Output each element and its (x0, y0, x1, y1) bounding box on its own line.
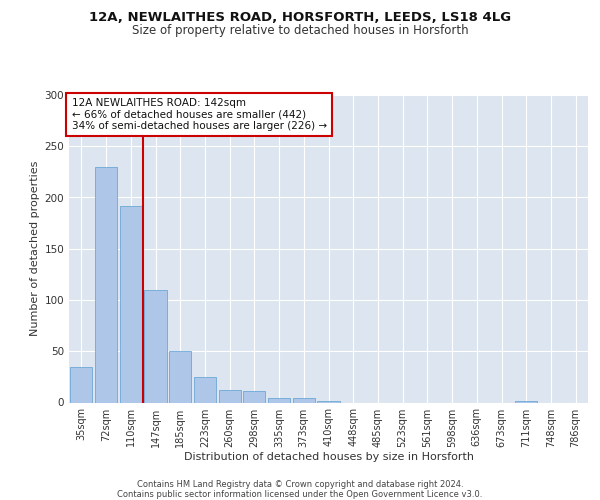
Bar (293, 398, 315, 402)
Text: 12A NEWLAITHES ROAD: 142sqm
← 66% of detached houses are smaller (442)
34% of se: 12A NEWLAITHES ROAD: 142sqm ← 66% of det… (71, 98, 327, 132)
Bar (218, 390, 241, 402)
Text: 12A, NEWLAITHES ROAD, HORSFORTH, LEEDS, LS18 4LG: 12A, NEWLAITHES ROAD, HORSFORTH, LEEDS, … (89, 11, 511, 24)
Bar (119, 206, 142, 402)
Bar (268, 398, 290, 402)
Bar (70, 366, 92, 402)
Text: Contains HM Land Registry data © Crown copyright and database right 2024.
Contai: Contains HM Land Registry data © Crown c… (118, 480, 482, 499)
Bar (243, 391, 265, 402)
Bar (169, 351, 191, 403)
Bar (194, 377, 216, 402)
Bar (145, 290, 167, 403)
Y-axis label: Number of detached properties: Number of detached properties (30, 161, 40, 336)
Text: Size of property relative to detached houses in Horsforth: Size of property relative to detached ho… (131, 24, 469, 37)
X-axis label: Distribution of detached houses by size in Horsforth: Distribution of detached houses by size … (184, 452, 473, 462)
Bar (95, 167, 117, 402)
